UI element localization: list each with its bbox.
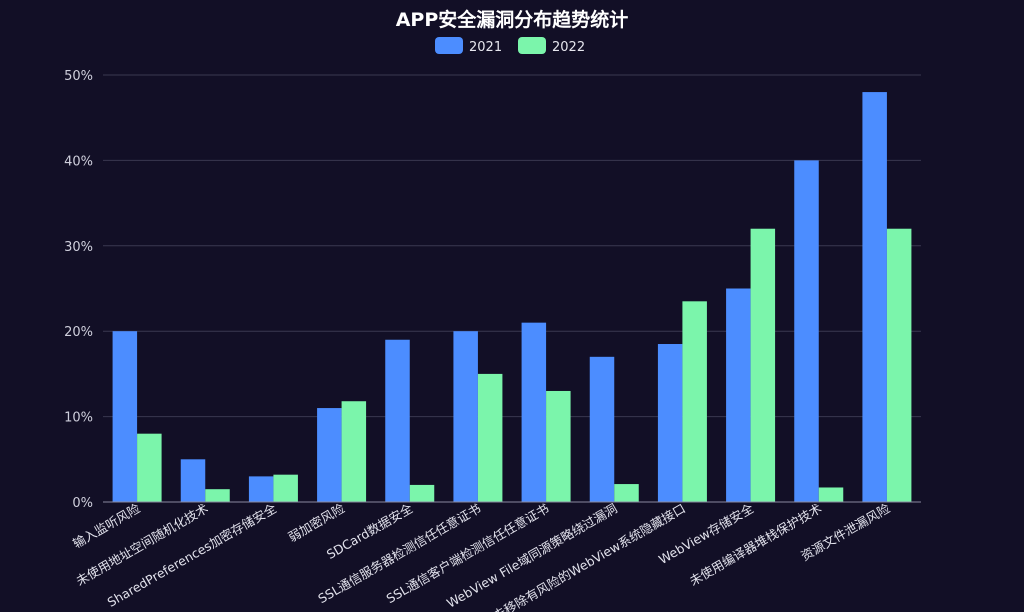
- legend-label-2021: 2021: [469, 40, 502, 55]
- bar-2022-10[interactable]: [818, 487, 844, 502]
- legend-swatch-2021[interactable]: [435, 37, 463, 54]
- bar-2021-3[interactable]: [317, 408, 342, 502]
- bar-2022-4[interactable]: [409, 484, 435, 502]
- bar-2022-9[interactable]: [750, 228, 776, 502]
- y-axis-ticks: 0% 10% 20% 30% 40% 50%: [64, 69, 93, 511]
- legend-label-2022: 2022: [552, 40, 585, 55]
- bar-2021-8[interactable]: [657, 344, 683, 502]
- y-tick-label: 50%: [64, 69, 93, 84]
- bar-2022-11[interactable]: [886, 228, 912, 502]
- bar-2021-0[interactable]: [112, 331, 138, 502]
- grid-lines: [103, 74, 921, 418]
- bar-2022-7[interactable]: [614, 484, 639, 502]
- x-axis-ticks: 输入监听风险未使用地址空间随机化技术SharedPreferences加密存储安…: [70, 500, 893, 612]
- bar-2021-7[interactable]: [589, 356, 615, 502]
- bar-2022-0[interactable]: [137, 433, 162, 502]
- legend-swatch-2022[interactable]: [518, 37, 546, 54]
- bar-2021-5[interactable]: [453, 331, 478, 502]
- y-tick-label: 10%: [64, 411, 93, 426]
- bar-2022-2[interactable]: [273, 474, 298, 502]
- bar-2021-11[interactable]: [862, 92, 887, 502]
- bar-2021-10[interactable]: [794, 160, 819, 502]
- y-tick-label: 20%: [64, 325, 93, 340]
- bar-2022-3[interactable]: [341, 401, 367, 502]
- bar-2022-8[interactable]: [682, 301, 707, 502]
- bar-2021-9[interactable]: [726, 288, 751, 503]
- bar-2022-6[interactable]: [546, 390, 571, 502]
- bar-2021-6[interactable]: [521, 322, 547, 502]
- bars: [112, 92, 912, 503]
- y-tick-label: 40%: [64, 154, 93, 169]
- bar-2021-4[interactable]: [385, 339, 410, 502]
- chart-title: APP安全漏洞分布趋势统计: [396, 8, 629, 31]
- y-tick-label: 30%: [64, 240, 93, 255]
- bar-2021-1[interactable]: [180, 459, 206, 502]
- bar-2022-5[interactable]: [477, 373, 503, 502]
- bar-2021-2[interactable]: [248, 476, 274, 502]
- bar-2022-1[interactable]: [205, 489, 230, 502]
- x-tick-label: 弱加密风险: [285, 500, 347, 544]
- y-tick-label: 0%: [72, 496, 93, 511]
- legend: 2021 2022: [435, 37, 585, 55]
